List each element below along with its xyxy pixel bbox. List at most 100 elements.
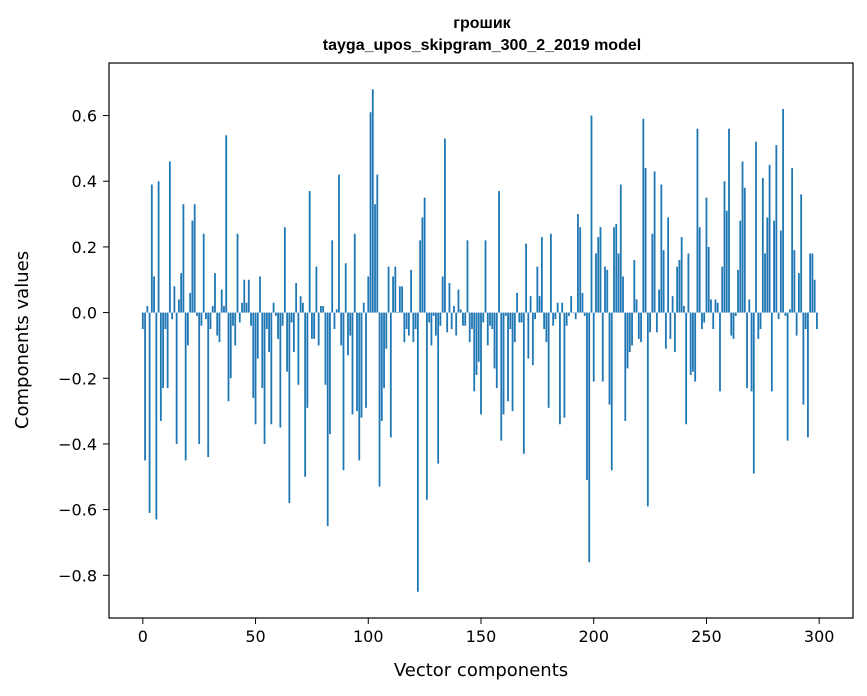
- bar-60: [277, 312, 279, 339]
- bar-113: [396, 312, 399, 314]
- bar-24: [196, 312, 198, 316]
- bar-23: [193, 204, 196, 313]
- bar-111: [392, 276, 394, 313]
- bar-289: [793, 250, 796, 313]
- bar-21: [189, 292, 192, 313]
- bar-133: [441, 276, 444, 313]
- bar-193: [577, 214, 579, 313]
- bar-141: [459, 309, 462, 313]
- bar-248: [701, 312, 703, 330]
- bar-62: [281, 312, 284, 326]
- bar-228: [655, 312, 658, 333]
- y-tick-label-1: −0.6: [58, 501, 97, 520]
- bar-148: [475, 312, 478, 375]
- bar-256: [719, 312, 721, 392]
- bar-234: [669, 312, 672, 339]
- bar-204: [601, 312, 604, 382]
- y-tick-label-5: 0.2: [72, 238, 97, 257]
- bar-279: [770, 312, 773, 392]
- bar-99: [365, 312, 367, 408]
- bar-42: [236, 233, 239, 313]
- bar-58: [272, 302, 275, 313]
- bar-239: [680, 237, 683, 313]
- bar-246: [696, 128, 699, 313]
- bar-264: [737, 269, 739, 313]
- bar-231: [662, 250, 665, 313]
- bar-232: [664, 312, 667, 349]
- plot-frame: [108, 62, 854, 619]
- bar-252: [710, 299, 712, 313]
- bar-278: [768, 164, 771, 313]
- bar-189: [568, 312, 570, 316]
- y-tick-label-0: −0.8: [58, 566, 97, 585]
- bar-168: [520, 312, 523, 323]
- bar-174: [534, 312, 537, 320]
- bar-267: [743, 187, 746, 313]
- bar-276: [764, 253, 766, 313]
- bar-92: [349, 312, 352, 336]
- bar-34: [218, 312, 221, 343]
- y-axis-ticks: −0.8 −0.6 −0.4 −0.2 0.0 0.2 0.4 0.6: [58, 107, 109, 585]
- bar-186: [561, 302, 564, 313]
- bar-238: [678, 260, 681, 313]
- bar-237: [676, 266, 679, 313]
- bar-250: [705, 197, 708, 313]
- x-tick-label-0: 0: [138, 627, 148, 646]
- bar-185: [559, 312, 561, 425]
- bar-108: [385, 312, 388, 349]
- bar-233: [667, 217, 670, 313]
- bar-205: [604, 266, 606, 313]
- bar-295: [807, 312, 809, 438]
- bar-13: [171, 312, 174, 320]
- bar-101: [369, 112, 372, 313]
- bar-77: [315, 266, 318, 313]
- bar-130: [435, 312, 437, 336]
- bar-284: [782, 108, 785, 313]
- bar-47: [247, 279, 250, 313]
- bar-156: [493, 312, 496, 369]
- bar-54: [263, 312, 266, 444]
- bar-76: [313, 312, 316, 339]
- bar-198: [588, 312, 591, 563]
- chart-subtitle: tayga_upos_skipgram_300_2_2019 model: [323, 37, 641, 54]
- bar-219: [635, 299, 638, 313]
- bar-199: [590, 115, 593, 313]
- bar-261: [730, 312, 733, 336]
- bar-2: [146, 306, 149, 313]
- bar-164: [511, 312, 514, 412]
- bar-192: [574, 312, 577, 320]
- bar-35: [220, 289, 223, 313]
- bar-16: [177, 299, 180, 313]
- bar-218: [633, 260, 636, 313]
- bar-229: [658, 289, 661, 313]
- bar-88: [340, 312, 343, 346]
- bar-44: [241, 302, 243, 313]
- bar-97: [360, 312, 363, 418]
- bar-69: [297, 312, 300, 385]
- bar-105: [378, 312, 381, 487]
- bar-137: [450, 312, 453, 330]
- bar-72: [304, 312, 307, 477]
- bar-167: [518, 312, 521, 323]
- bar-251: [707, 246, 710, 313]
- bar-259: [725, 210, 728, 313]
- bar-265: [739, 220, 742, 313]
- bar-106: [380, 312, 383, 421]
- bar-222: [642, 118, 645, 313]
- bar-93: [351, 312, 354, 415]
- bar-138: [453, 306, 455, 313]
- bar-57: [270, 312, 273, 425]
- bar-70: [299, 296, 302, 313]
- bar-149: [477, 312, 480, 362]
- bar-122: [416, 312, 419, 592]
- bar-150: [480, 312, 482, 415]
- bar-290: [795, 312, 798, 336]
- bar-243: [689, 312, 692, 375]
- bar-95: [356, 312, 358, 412]
- bar-74: [308, 191, 311, 313]
- bar-146: [471, 312, 473, 330]
- bar-273: [757, 312, 760, 339]
- bar-158: [498, 191, 500, 313]
- bar-165: [513, 312, 516, 343]
